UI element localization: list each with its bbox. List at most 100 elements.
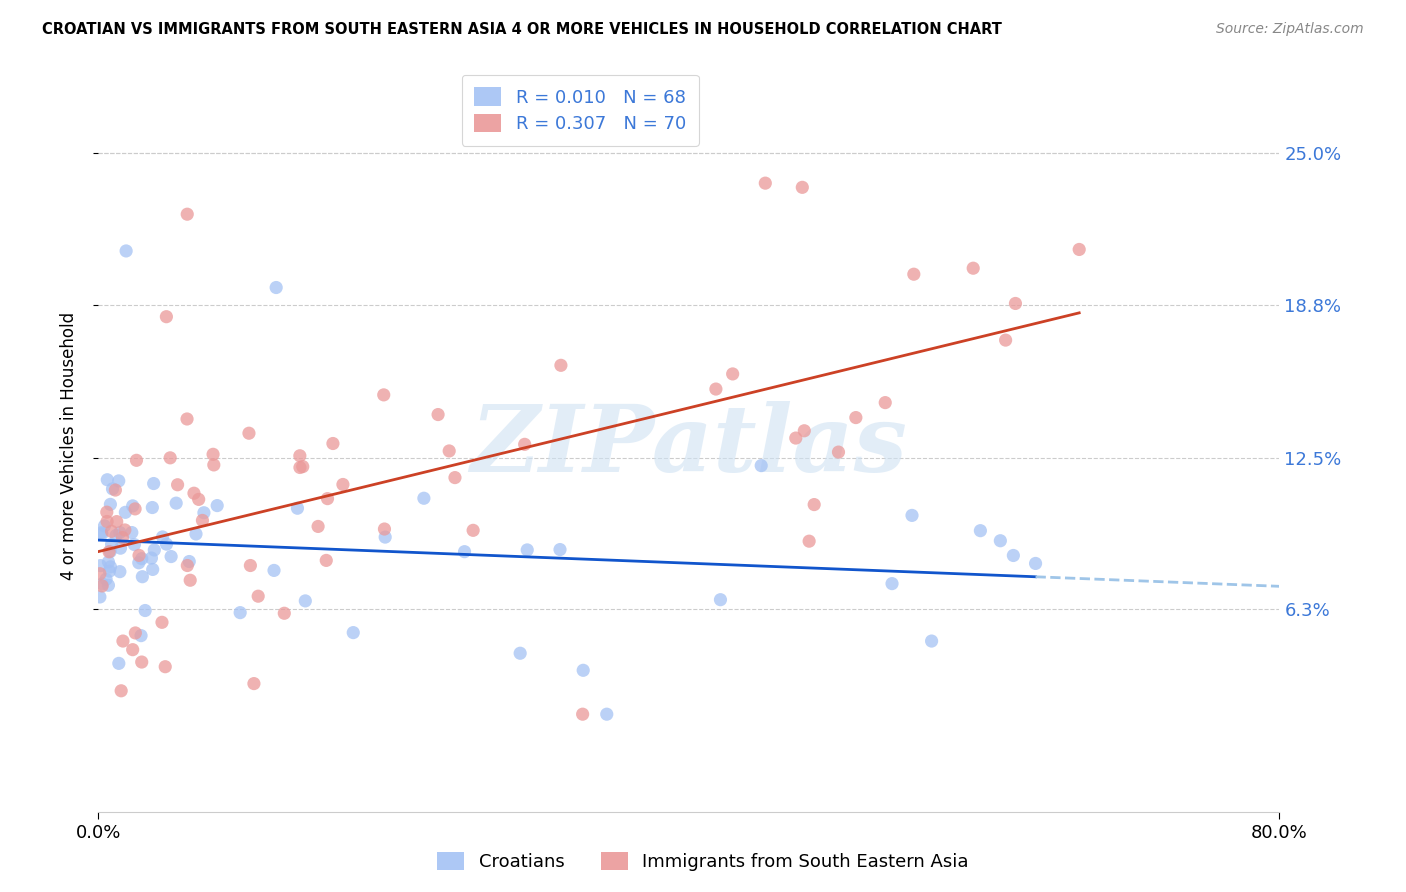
Text: ZIPatlas: ZIPatlas <box>471 401 907 491</box>
Point <box>550 359 572 373</box>
Point <box>342 625 364 640</box>
Point <box>845 410 868 425</box>
Point <box>704 382 727 396</box>
Point <box>721 367 744 381</box>
Point <box>287 501 309 516</box>
Point <box>114 523 136 537</box>
Point <box>100 537 122 551</box>
Point <box>131 570 153 584</box>
Point <box>291 459 314 474</box>
Point <box>994 333 1017 347</box>
Point <box>111 634 134 648</box>
Point <box>108 657 131 671</box>
Point <box>373 388 395 402</box>
Point <box>121 525 143 540</box>
Point <box>785 431 807 445</box>
Point <box>159 450 181 465</box>
Point <box>1004 296 1026 310</box>
Point <box>176 207 198 221</box>
Point <box>91 577 114 591</box>
Point <box>104 483 127 497</box>
Point <box>91 527 114 541</box>
Point <box>238 426 260 441</box>
Point <box>121 642 143 657</box>
Point <box>294 594 316 608</box>
Point <box>374 530 396 544</box>
Point <box>315 553 337 567</box>
Point <box>571 707 593 722</box>
Point <box>97 555 120 569</box>
Point <box>141 551 163 566</box>
Point <box>155 659 177 673</box>
Point <box>166 477 188 491</box>
Point <box>110 541 132 556</box>
Point <box>128 549 150 563</box>
Point <box>142 476 165 491</box>
Point <box>100 524 122 539</box>
Point <box>453 544 475 558</box>
Point <box>754 176 776 190</box>
Point <box>202 447 225 461</box>
Point <box>516 543 538 558</box>
Point <box>142 562 165 576</box>
Point <box>263 563 285 577</box>
Point <box>96 505 118 519</box>
Point <box>125 453 148 467</box>
Point <box>513 437 536 451</box>
Text: CROATIAN VS IMMIGRANTS FROM SOUTH EASTERN ASIA 4 OR MORE VEHICLES IN HOUSEHOLD C: CROATIAN VS IMMIGRANTS FROM SOUTH EASTER… <box>42 22 1002 37</box>
Point <box>176 558 198 573</box>
Point <box>96 515 118 529</box>
Legend: Croatians, Immigrants from South Eastern Asia: Croatians, Immigrants from South Eastern… <box>430 845 976 879</box>
Point <box>444 470 467 484</box>
Point <box>962 261 984 276</box>
Point <box>89 590 111 604</box>
Point <box>107 474 129 488</box>
Point <box>239 558 262 573</box>
Point <box>124 538 146 552</box>
Point <box>101 482 124 496</box>
Point <box>709 592 731 607</box>
Point <box>183 486 205 500</box>
Point <box>90 525 112 540</box>
Point <box>1025 557 1047 571</box>
Point <box>988 533 1011 548</box>
Point <box>100 497 122 511</box>
Point <box>108 525 131 540</box>
Point <box>94 572 117 586</box>
Point <box>155 310 177 324</box>
Point <box>463 524 485 538</box>
Point <box>143 543 166 558</box>
Point <box>797 534 820 549</box>
Point <box>827 445 849 459</box>
Point <box>150 615 173 630</box>
Point <box>89 566 111 581</box>
Point <box>141 500 163 515</box>
Point <box>792 180 814 194</box>
Point <box>98 545 121 559</box>
Point <box>111 531 134 545</box>
Point <box>97 578 120 592</box>
Point <box>288 449 311 463</box>
Point <box>105 515 128 529</box>
Point <box>247 589 270 603</box>
Point <box>121 499 143 513</box>
Point <box>273 607 295 621</box>
Point <box>89 558 111 573</box>
Point <box>793 424 815 438</box>
Point <box>124 502 146 516</box>
Point <box>307 519 329 533</box>
Point <box>93 519 115 533</box>
Point <box>264 280 287 294</box>
Point <box>160 549 183 564</box>
Legend: R = 0.010   N = 68, R = 0.307   N = 70: R = 0.010 N = 68, R = 0.307 N = 70 <box>461 75 699 146</box>
Point <box>134 603 156 617</box>
Point <box>1069 243 1091 257</box>
Point <box>105 528 128 542</box>
Point <box>187 492 209 507</box>
Point <box>155 537 177 551</box>
Point <box>108 565 131 579</box>
Point <box>903 267 925 281</box>
Point <box>288 460 311 475</box>
Point <box>115 244 138 258</box>
Point <box>114 505 136 519</box>
